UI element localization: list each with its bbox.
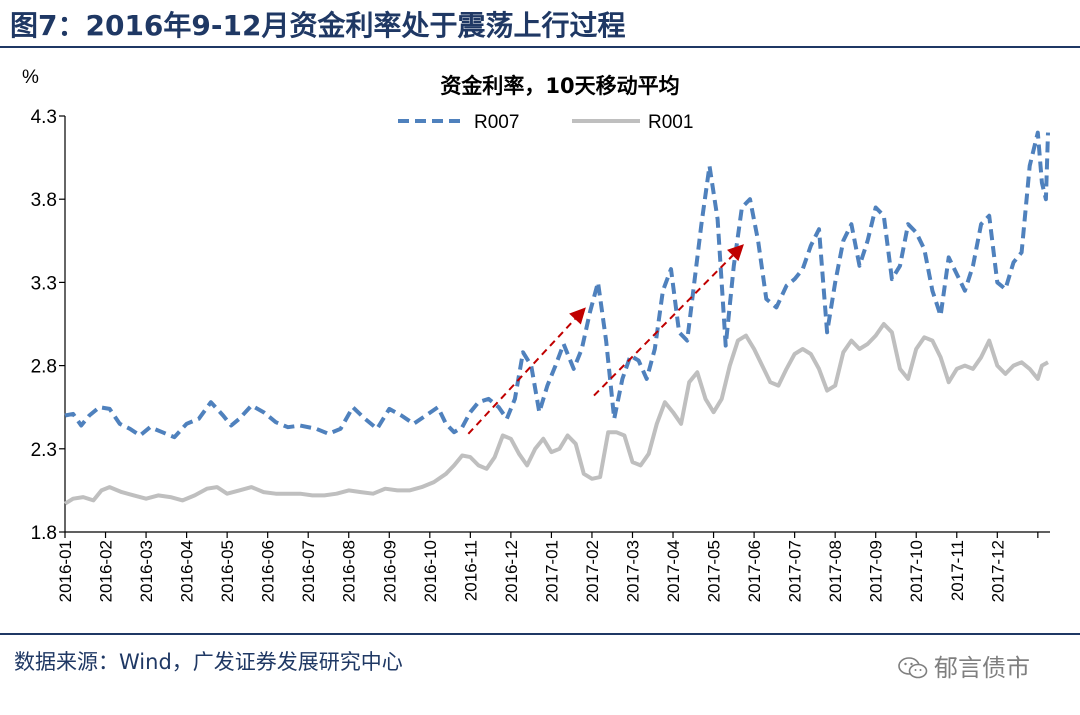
trend-arrow-head [569, 307, 586, 325]
bottom-rule [0, 633, 1080, 635]
x-tick-label: 2017-05 [705, 540, 724, 602]
x-tick-label: 2016-09 [380, 540, 399, 602]
annotation-layer [467, 244, 744, 435]
y-tick-label: 3.8 [31, 190, 57, 211]
trend-arrow-head [727, 244, 744, 262]
y-tick-label: 1.8 [31, 523, 57, 544]
x-tick-label: 2017-02 [583, 540, 602, 602]
y-axis-unit: % [22, 67, 39, 88]
x-tick-label: 2016-12 [502, 540, 521, 602]
x-tick-label: 2016-05 [218, 540, 237, 602]
x-tick-label: 2016-02 [97, 540, 116, 602]
x-tick-label: 2017-12 [988, 540, 1007, 602]
x-tick-label: 2017-10 [907, 540, 926, 602]
watermark-text: 郁言债市 [934, 654, 1030, 682]
x-tick-label: 2016-01 [56, 540, 75, 602]
y-tick-label: 3.3 [31, 273, 57, 294]
legend: R007 R001 [398, 112, 693, 133]
series-layer [63, 130, 1050, 506]
axes: 1.8 2.3 2.8 3.3 3.8 4.3 2016-01 2016-02 2016-03 2… [31, 107, 1050, 602]
x-tick-label: 2017-04 [664, 540, 683, 602]
legend-label-r007: R007 [474, 112, 519, 133]
x-tick-label: 2016-06 [259, 540, 278, 602]
x-tick-label: 2016-11 [461, 540, 480, 601]
trend-arrow-line [467, 318, 576, 435]
x-tick-label: 2016-08 [340, 540, 359, 602]
x-tick-label: 2017-03 [623, 540, 642, 602]
watermark: 郁言债市 [898, 648, 1030, 683]
x-tick-label: 2017-09 [867, 540, 886, 602]
top-rule [0, 46, 1080, 48]
x-tick-label: 2017-01 [542, 540, 561, 602]
chart-title: 资金利率，10天移动平均 [440, 74, 679, 98]
source-note: 数据来源：Wind，广发证券发展研究中心 [14, 650, 403, 674]
series-line-r001 [63, 322, 1049, 506]
x-tick-label: 2016-07 [299, 540, 318, 602]
y-tick-label: 2.8 [31, 357, 57, 378]
x-tick-label: 2016-04 [178, 540, 197, 602]
figure-title: 图7：2016年9-12月资金利率处于震荡上行过程 [10, 9, 626, 42]
x-tick-label: 2016-03 [137, 540, 156, 602]
x-tick-label: 2017-08 [826, 540, 845, 602]
trend-arrow-line [593, 254, 734, 397]
y-tick-label: 4.3 [31, 107, 57, 128]
series-line-r007 [64, 130, 1050, 440]
x-tick-label: 2017-07 [786, 540, 805, 602]
x-tick-label: 2016-10 [421, 540, 440, 602]
legend-label-r001: R001 [648, 112, 693, 133]
y-tick-label: 2.3 [31, 440, 57, 461]
x-tick-label: 2017-11 [948, 540, 967, 601]
x-tick-label: 2017-06 [745, 540, 764, 602]
wechat-icon [898, 657, 928, 679]
